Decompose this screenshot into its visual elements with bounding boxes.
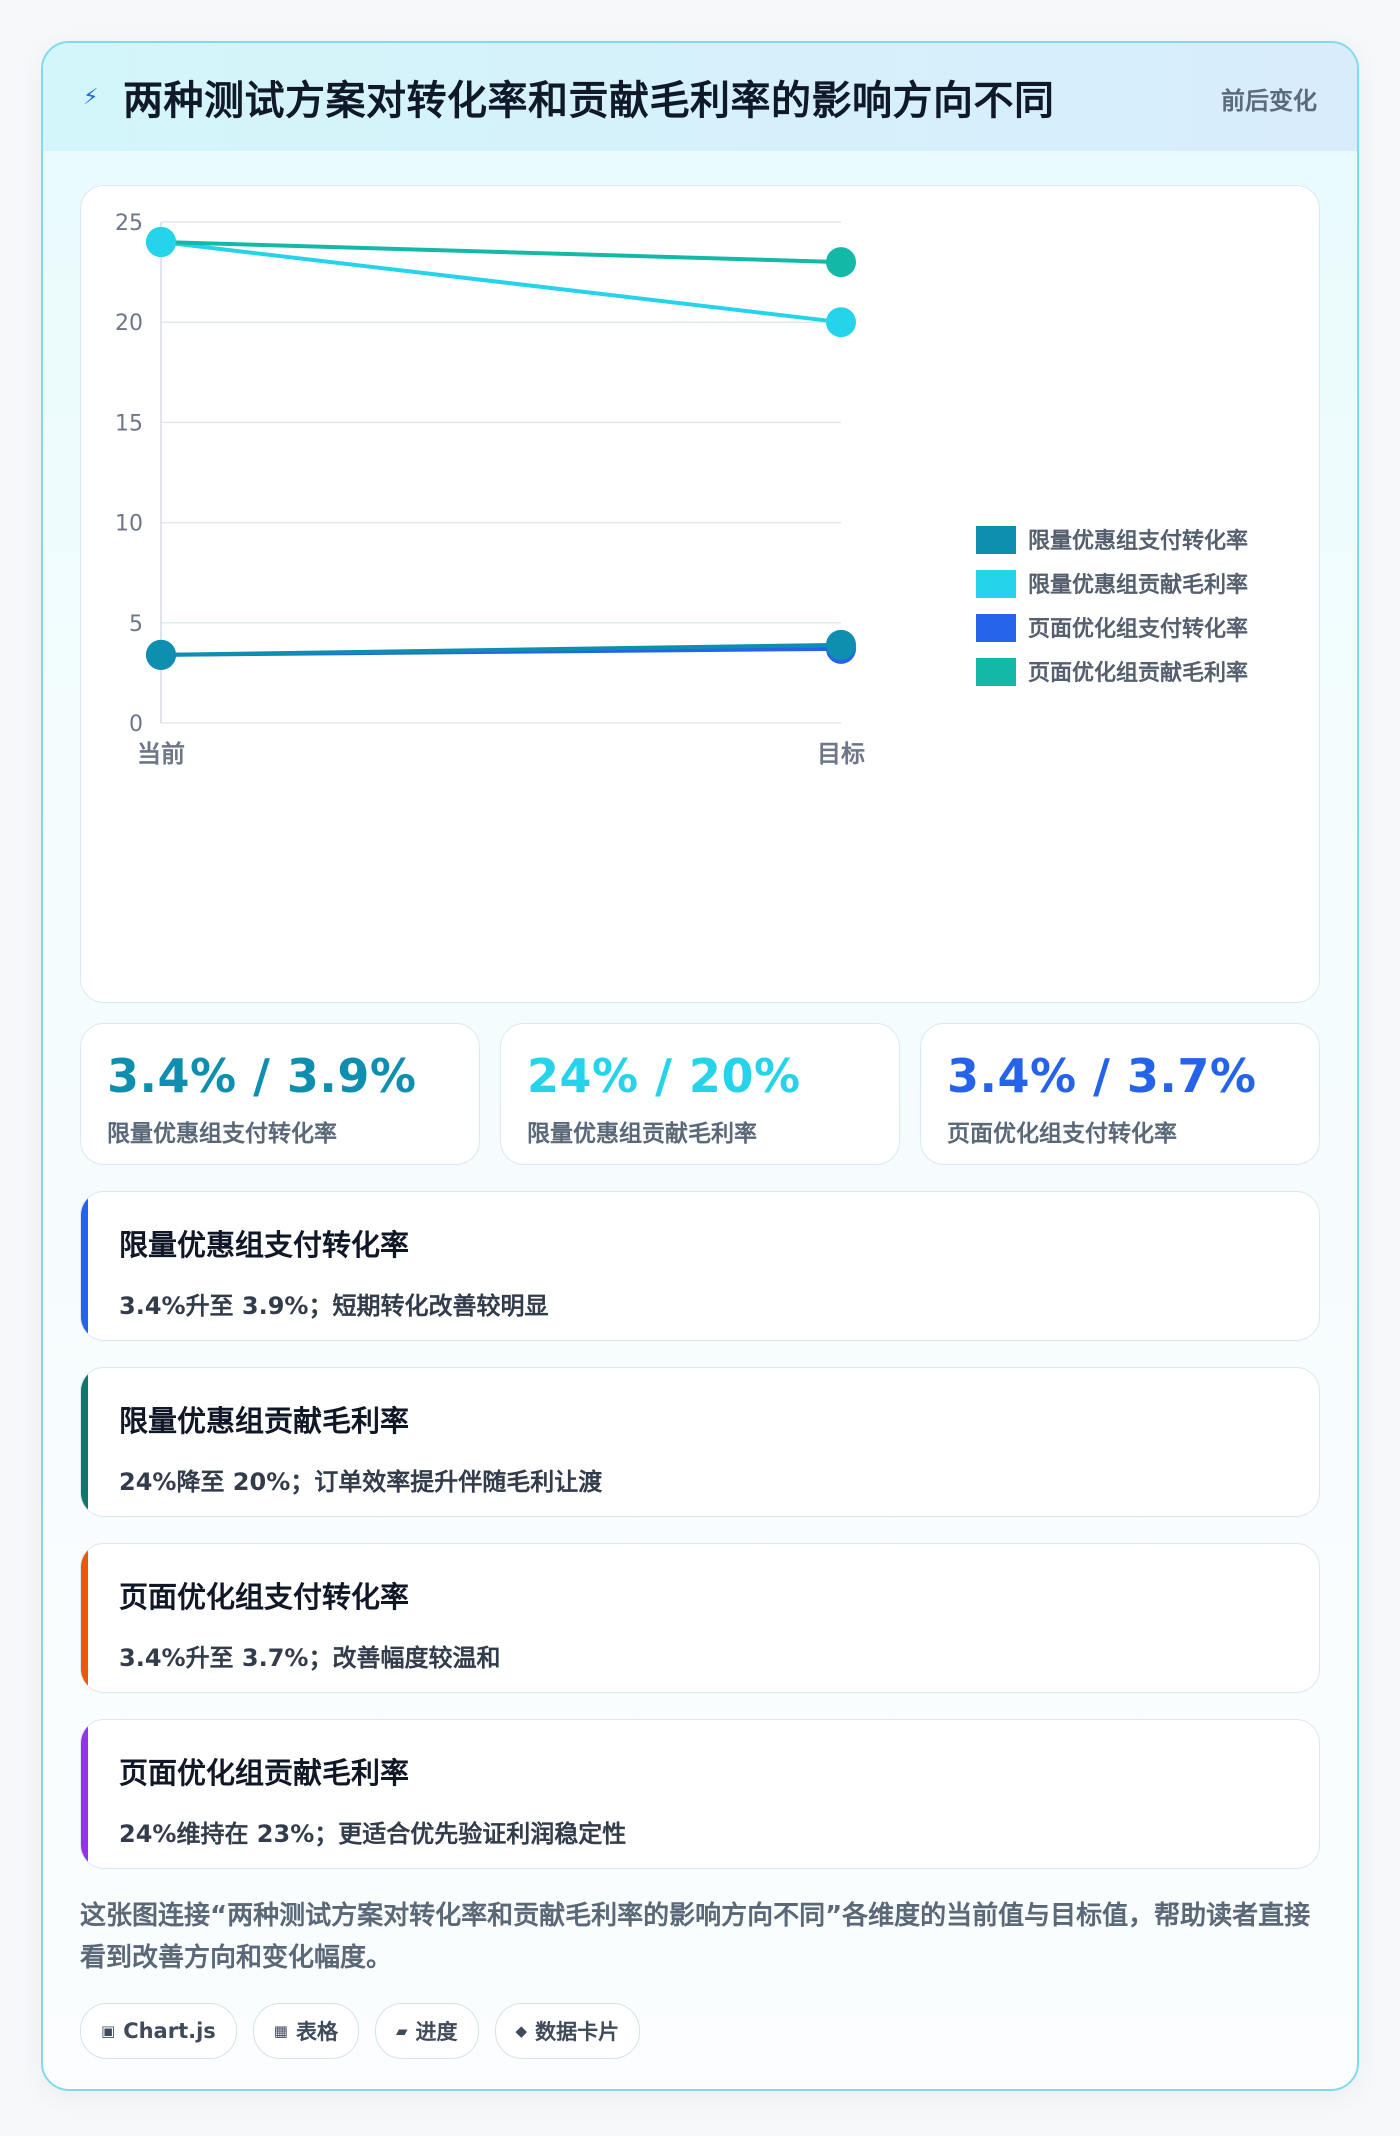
kpi-value: 3.4% / 3.7%: [947, 1049, 1257, 1103]
table-icon: ▦: [273, 2022, 288, 2040]
note-title: 限量优惠组贡献毛利率: [119, 1404, 410, 1438]
tech-chips: ▣ Chart.js ▦ 表格 ▰ 进度 ◆ 数据卡片: [80, 2003, 641, 2059]
series-line: [160, 240, 842, 325]
legend-swatch: [976, 570, 1016, 598]
data-point: [826, 247, 856, 278]
chart-icon: ▣: [101, 2022, 116, 2040]
note-accent-bar: [81, 1368, 88, 1516]
series-line: [160, 642, 842, 657]
chip-label: 表格: [295, 2020, 338, 2044]
note-description: 3.4%升至 3.7%；改善幅度较温和: [119, 1644, 501, 1672]
note-accent-bar: [81, 1544, 88, 1692]
note-card: 页面优化组支付转化率 3.4%升至 3.7%；改善幅度较温和: [80, 1543, 1320, 1693]
line-chart-panel: 0 5 10 15 20 25 当前 目标 限量优惠组支付转化率 限量优惠组贡献毛利率 页面优化组支…: [80, 185, 1320, 1003]
data-point: [826, 307, 856, 338]
chip-label: 进度: [415, 2020, 458, 2044]
card-header: ⚡ 两种测试方案对转化率和贡献毛利率的影响方向不同 前后变化: [43, 43, 1357, 151]
kpi-label: 页面优化组支付转化率: [947, 1121, 1177, 1147]
kpi-row: 3.4% / 3.9% 限量优惠组支付转化率 24% / 20% 限量优惠组贡献…: [80, 1023, 1320, 1165]
note-title: 页面优化组支付转化率: [119, 1580, 410, 1614]
data-point: [826, 629, 856, 660]
series-line: [160, 240, 842, 265]
page-title: 两种测试方案对转化率和贡献毛利率的影响方向不同: [123, 78, 1055, 124]
bolt-icon: ⚡: [83, 84, 99, 110]
chip-progress[interactable]: ▰ 进度: [374, 2003, 479, 2059]
summary-text: 这张图连接“两种测试方案对转化率和贡献毛利率的影响方向不同”各维度的当前值与目标…: [80, 1901, 1311, 1973]
note-accent-bar: [81, 1192, 88, 1340]
note-description: 24%降至 20%；订单效率提升伴随毛利让渡: [119, 1468, 603, 1496]
chip-chartjs[interactable]: ▣ Chart.js: [80, 2003, 237, 2059]
kpi-card: 3.4% / 3.7% 页面优化组支付转化率: [920, 1023, 1320, 1165]
chip-label: Chart.js: [123, 2019, 216, 2043]
diamond-icon: ◆: [515, 2022, 528, 2040]
y-tick-label: 10: [115, 512, 143, 537]
data-point: [146, 639, 176, 670]
note-card: 限量优惠组贡献毛利率 24%降至 20%；订单效率提升伴随毛利让渡: [80, 1367, 1320, 1517]
legend-label: 限量优惠组贡献毛利率: [1028, 572, 1248, 598]
x-tick-label: 目标: [817, 740, 865, 768]
legend-swatch: [976, 614, 1016, 642]
note-card: 页面优化组贡献毛利率 24%维持在 23%；更适合优先验证利润稳定性: [80, 1719, 1320, 1869]
header-tag: 前后变化: [1221, 87, 1317, 115]
chip-table[interactable]: ▦ 表格: [252, 2003, 359, 2059]
y-tick-label: 0: [129, 712, 143, 737]
legend-swatch: [976, 658, 1016, 686]
y-tick-label: 25: [115, 211, 143, 236]
legend-label: 页面优化组贡献毛利率: [1028, 660, 1248, 686]
note-title: 页面优化组贡献毛利率: [119, 1756, 410, 1790]
legend-label: 页面优化组支付转化率: [1028, 616, 1248, 642]
y-tick-label: 5: [129, 612, 143, 637]
legend-label: 限量优惠组支付转化率: [1028, 528, 1248, 554]
line-chart: 0 5 10 15 20 25 当前 目标 限量优惠组支付转化率限量优惠组贡献毛利率页面优化组支…: [115, 211, 1248, 768]
legend-swatch: [976, 526, 1016, 554]
note-card: 限量优惠组支付转化率 3.4%升至 3.9%；短期转化改善较明显: [80, 1191, 1320, 1341]
report-card: ⚡ 两种测试方案对转化率和贡献毛利率的影响方向不同 前后变化 0 5 10 15 20 2…: [41, 41, 1359, 2091]
notes-list: 限量优惠组支付转化率 3.4%升至 3.9%；短期转化改善较明显 限量优惠组贡献…: [80, 1191, 1320, 1895]
y-tick-label: 20: [115, 311, 143, 336]
y-tick-label: 15: [115, 411, 143, 436]
kpi-label: 限量优惠组支付转化率: [107, 1121, 337, 1147]
x-tick-label: 当前: [137, 740, 185, 768]
kpi-value: 24% / 20%: [527, 1049, 801, 1103]
note-description: 24%维持在 23%；更适合优先验证利润稳定性: [119, 1820, 627, 1848]
chip-data-card[interactable]: ◆ 数据卡片: [494, 2003, 641, 2059]
chip-label: 数据卡片: [535, 2020, 620, 2044]
note-accent-bar: [81, 1720, 88, 1868]
data-point: [146, 227, 176, 258]
progress-icon: ▰: [395, 2022, 408, 2040]
kpi-card: 3.4% / 3.9% 限量优惠组支付转化率: [80, 1023, 480, 1165]
kpi-value: 3.4% / 3.9%: [107, 1049, 417, 1103]
note-title: 限量优惠组支付转化率: [119, 1228, 410, 1262]
kpi-card: 24% / 20% 限量优惠组贡献毛利率: [500, 1023, 900, 1165]
note-description: 3.4%升至 3.9%；短期转化改善较明显: [119, 1292, 549, 1320]
kpi-label: 限量优惠组贡献毛利率: [527, 1121, 757, 1147]
